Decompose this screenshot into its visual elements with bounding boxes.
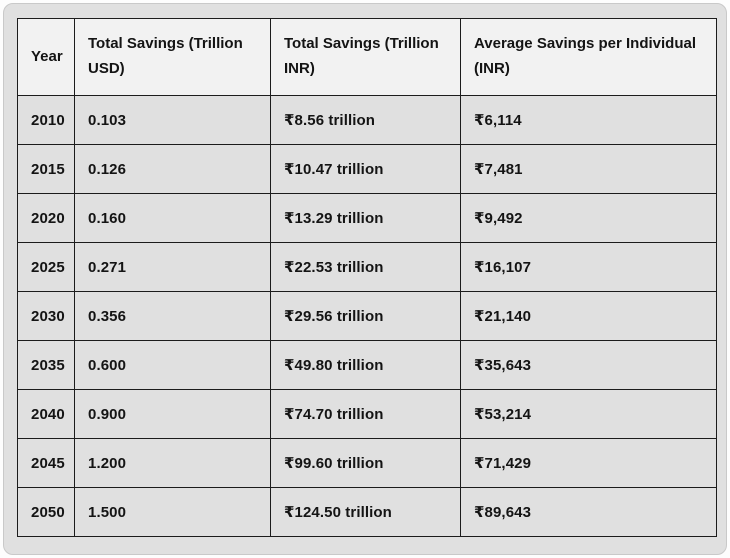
table-header: Year Total Savings (Trillion USD) Total …	[17, 18, 717, 96]
avg-individual-cell: ₹21,140	[460, 291, 717, 341]
total-inr-cell: ₹10.47 trillion	[270, 144, 461, 194]
total-inr-cell: ₹99.60 trillion	[270, 438, 461, 488]
header-row: Year Total Savings (Trillion USD) Total …	[17, 18, 717, 96]
avg-individual-cell: ₹7,481	[460, 144, 717, 194]
year-cell: 2030	[17, 291, 75, 341]
total-inr-cell: ₹29.56 trillion	[270, 291, 461, 341]
total-inr-cell: ₹74.70 trillion	[270, 389, 461, 439]
total-usd-cell: 0.103	[74, 95, 271, 145]
total-usd-cell: 0.900	[74, 389, 271, 439]
table-row: 2015 0.126 ₹10.47 trillion ₹7,481	[17, 144, 717, 194]
table-row: 2020 0.160 ₹13.29 trillion ₹9,492	[17, 193, 717, 243]
total-inr-cell: ₹49.80 trillion	[270, 340, 461, 390]
column-header-total-inr: Total Savings (Trillion INR)	[270, 18, 461, 96]
table-card: Year Total Savings (Trillion USD) Total …	[3, 3, 727, 555]
total-usd-cell: 0.160	[74, 193, 271, 243]
total-inr-cell: ₹22.53 trillion	[270, 242, 461, 292]
year-cell: 2045	[17, 438, 75, 488]
avg-individual-cell: ₹16,107	[460, 242, 717, 292]
year-cell: 2015	[17, 144, 75, 194]
avg-individual-cell: ₹53,214	[460, 389, 717, 439]
table-row: 2030 0.356 ₹29.56 trillion ₹21,140	[17, 291, 717, 341]
avg-individual-cell: ₹6,114	[460, 95, 717, 145]
table-row: 2025 0.271 ₹22.53 trillion ₹16,107	[17, 242, 717, 292]
total-usd-cell: 1.500	[74, 487, 271, 537]
year-cell: 2025	[17, 242, 75, 292]
table-row: 2045 1.200 ₹99.60 trillion ₹71,429	[17, 438, 717, 488]
total-usd-cell: 0.356	[74, 291, 271, 341]
avg-individual-cell: ₹35,643	[460, 340, 717, 390]
avg-individual-cell: ₹9,492	[460, 193, 717, 243]
avg-individual-cell: ₹89,643	[460, 487, 717, 537]
year-cell: 2035	[17, 340, 75, 390]
savings-table: Year Total Savings (Trillion USD) Total …	[17, 18, 717, 537]
year-cell: 2040	[17, 389, 75, 439]
table-row: 2050 1.500 ₹124.50 trillion ₹89,643	[17, 487, 717, 537]
total-usd-cell: 0.600	[74, 340, 271, 390]
year-cell: 2010	[17, 95, 75, 145]
table-row: 2035 0.600 ₹49.80 trillion ₹35,643	[17, 340, 717, 390]
column-header-avg-individual: Average Savings per Individual (INR)	[460, 18, 717, 96]
total-usd-cell: 0.271	[74, 242, 271, 292]
total-inr-cell: ₹124.50 trillion	[270, 487, 461, 537]
column-header-total-usd: Total Savings (Trillion USD)	[74, 18, 271, 96]
table-row: 2010 0.103 ₹8.56 trillion ₹6,114	[17, 95, 717, 145]
year-cell: 2020	[17, 193, 75, 243]
avg-individual-cell: ₹71,429	[460, 438, 717, 488]
table-body: 2010 0.103 ₹8.56 trillion ₹6,114 2015 0.126 ₹1…	[17, 95, 717, 537]
total-inr-cell: ₹8.56 trillion	[270, 95, 461, 145]
total-inr-cell: ₹13.29 trillion	[270, 193, 461, 243]
total-usd-cell: 0.126	[74, 144, 271, 194]
table-row: 2040 0.900 ₹74.70 trillion ₹53,214	[17, 389, 717, 439]
total-usd-cell: 1.200	[74, 438, 271, 488]
year-cell: 2050	[17, 487, 75, 537]
column-header-year: Year	[17, 18, 75, 96]
